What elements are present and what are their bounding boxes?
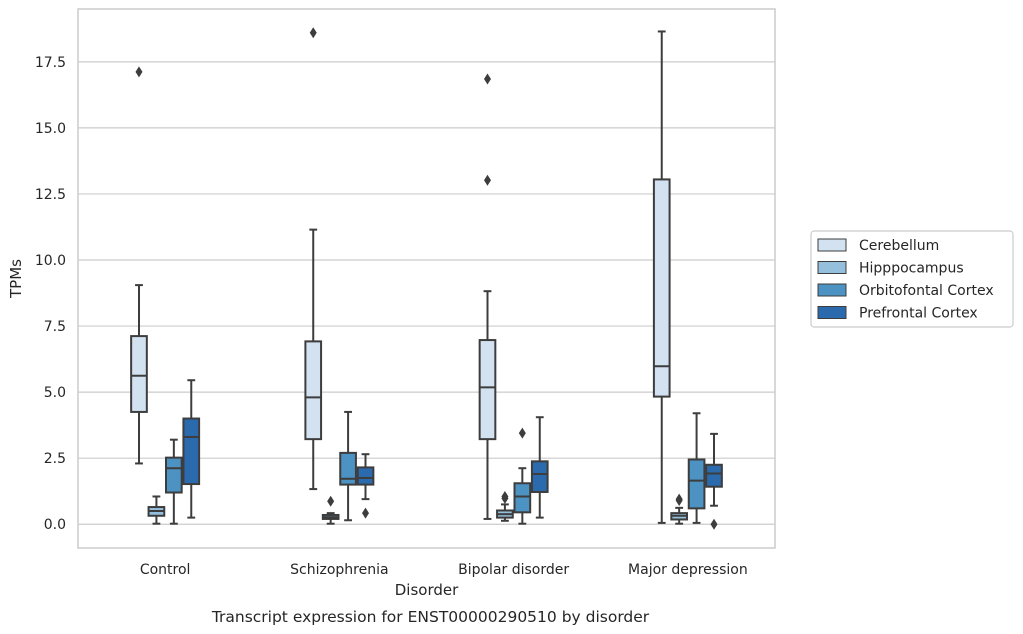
- outlier-point: [483, 174, 491, 186]
- box: [705, 463, 723, 488]
- legend-swatch: [817, 283, 847, 297]
- y-tick-label: 15.0: [35, 121, 66, 137]
- plot-frame: [77, 8, 776, 549]
- outlier-point: [135, 66, 143, 78]
- legend-entry: Prefrontal Cortex: [859, 306, 978, 322]
- y-tick-label: 2.5: [44, 451, 66, 467]
- outlier-point: [518, 427, 526, 439]
- chart-caption: Transcript expression for ENST0000029051…: [211, 608, 650, 626]
- box-series: [130, 27, 723, 530]
- y-tick-label: 0.0: [44, 517, 66, 533]
- x-tick-label: Control: [140, 562, 191, 578]
- y-axis-label: TPMs: [7, 259, 25, 299]
- legend-entry: Cerebellum: [859, 238, 939, 254]
- legend-frame: [810, 230, 1014, 328]
- y-tick-label: 17.5: [35, 55, 66, 71]
- outlier-point: [309, 27, 317, 39]
- outlier-point: [362, 507, 370, 519]
- box: [356, 466, 375, 486]
- outlier-point: [675, 493, 683, 505]
- y-tick-label: 7.5: [44, 319, 66, 335]
- x-axis-ticks: Control Schizophrenia Bipolar disorder Majo…: [140, 562, 748, 578]
- series-cerebellum: [130, 27, 671, 524]
- outlier-point: [483, 73, 491, 85]
- outlier-point: [501, 490, 509, 502]
- outlier-point: [327, 495, 335, 507]
- series-prefrontal-cortex: [182, 379, 723, 530]
- box: [478, 339, 497, 441]
- box: [652, 178, 671, 398]
- box: [304, 340, 323, 441]
- legend-swatch: [817, 261, 847, 274]
- x-tick-label: Bipolar disorder: [458, 562, 569, 578]
- x-tick-label: Schizophrenia: [290, 562, 388, 578]
- series-orbitofontal-cortex: [164, 410, 706, 525]
- legend-swatch: [817, 306, 847, 319]
- series-hipppocampus: [147, 490, 689, 525]
- box: [687, 458, 706, 510]
- x-axis-label: Disorder: [395, 581, 459, 599]
- legend: Cerebellum Hipppocampus Orbitofontal Corte…: [810, 230, 1014, 328]
- box: [530, 460, 549, 493]
- legend-entry: Orbitofontal Cortex: [859, 283, 994, 299]
- box: [164, 456, 183, 494]
- box: [513, 482, 532, 514]
- x-tick-label: Major depression: [628, 562, 748, 578]
- y-tick-label: 5.0: [44, 385, 66, 401]
- y-tick-label: 10.0: [35, 253, 66, 269]
- y-axis-ticks: 0.0 2.5 5.0 7.5 10.0 12.5 15.0 17.5: [35, 55, 66, 533]
- box: [130, 335, 148, 413]
- legend-entry: Hipppocampus: [859, 261, 964, 277]
- legend-swatch: [817, 238, 847, 252]
- y-tick-label: 12.5: [35, 187, 66, 203]
- outlier-point: [710, 518, 718, 530]
- box: [339, 451, 357, 486]
- box: [182, 417, 201, 486]
